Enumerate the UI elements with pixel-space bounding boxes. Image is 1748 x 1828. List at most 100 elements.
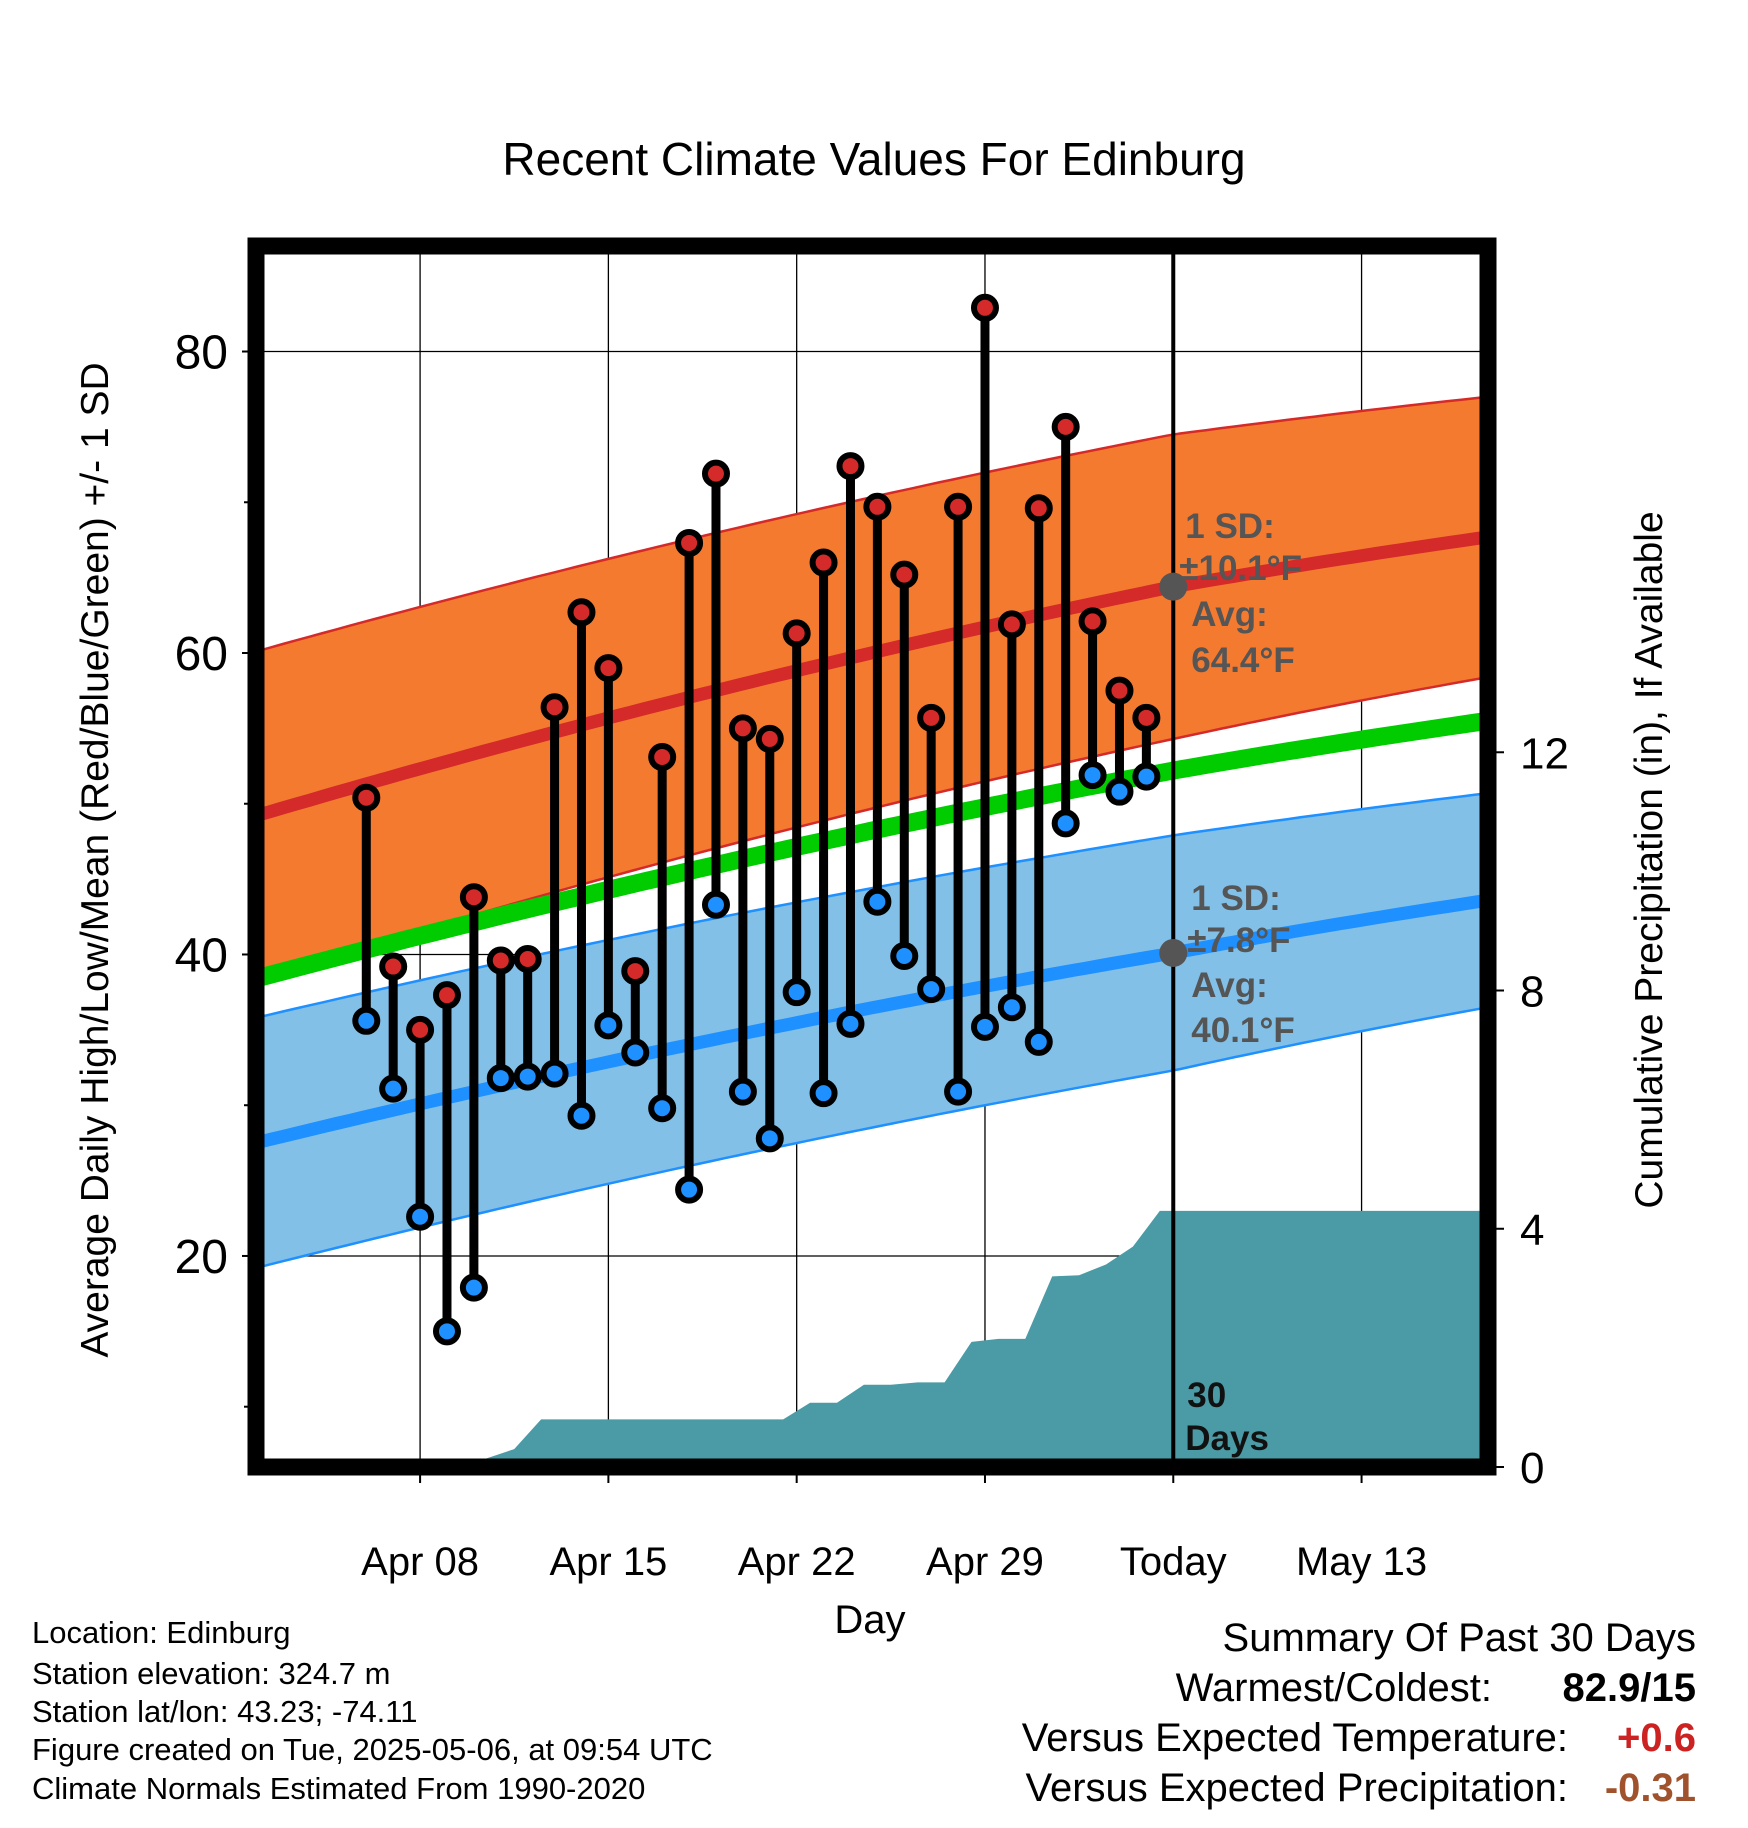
daily-low-point — [1024, 1027, 1053, 1056]
daily-high-point — [997, 610, 1026, 639]
daily-low-point — [701, 890, 730, 919]
daily-low-point — [1132, 762, 1161, 791]
daily-low-point — [944, 1077, 973, 1106]
footer-elevation: Station elevation: 324.7 m — [32, 1656, 391, 1691]
axes: 20 40 60 80 0 4 8 12 Apr 08 Apr 15 Apr 22 Apr 29 Tod… — [175, 327, 1569, 1584]
daily-high-point — [1105, 676, 1134, 705]
daily-high-point — [675, 528, 704, 557]
daily-high-point — [944, 492, 973, 521]
daily-high-point — [701, 459, 730, 488]
daily-low-point — [782, 978, 811, 1007]
daily-high-point — [352, 783, 381, 812]
low-upper-sd-line — [256, 791, 1488, 1020]
daily-low-point — [486, 1064, 515, 1093]
plot-frame — [247, 237, 1497, 1476]
daily-high-point — [755, 724, 784, 753]
daily-low-point — [1078, 761, 1107, 790]
y-tick-label: 60 — [175, 628, 228, 681]
daily-low-point — [728, 1077, 757, 1106]
summary-precip-value: -0.31 — [1604, 1766, 1696, 1810]
daily-high-point — [459, 883, 488, 912]
daily-high-point — [1051, 412, 1080, 441]
high-sd-annotation-label: 1 SD: — [1185, 507, 1274, 546]
daily-high-point — [836, 452, 865, 481]
summary-temp-value: +0.6 — [1617, 1716, 1696, 1760]
daily-low-point — [648, 1094, 677, 1123]
x-tick-label: May 13 — [1296, 1540, 1427, 1584]
daily-high-point — [379, 952, 408, 981]
y-axis-label: Average Daily High/Low/Mean (Red/Blue/Gr… — [74, 362, 117, 1357]
daily-high-point — [890, 560, 919, 589]
daily-low-point — [1051, 809, 1080, 838]
low-sd-annotation-value: ±7.8°F — [1187, 921, 1290, 960]
daily-high-point — [621, 957, 650, 986]
daily-high-point — [917, 703, 946, 732]
summary-temp-label: Versus Expected Temperature: — [1021, 1716, 1568, 1760]
low-sd-annotation-label: 1 SD: — [1191, 879, 1280, 918]
daily-low-point — [540, 1059, 569, 1088]
high-avg-annotation-value: 64.4°F — [1191, 641, 1295, 680]
daily-high-point — [432, 981, 461, 1010]
y-tick-label: 80 — [175, 327, 228, 380]
mean-normal-line — [256, 711, 1488, 988]
daily-low-point — [917, 975, 946, 1004]
daily-low-point — [755, 1124, 784, 1153]
daily-low-point — [621, 1038, 650, 1067]
daily-low-point — [809, 1079, 838, 1108]
high-sd-annotation-value: ±10.1°F — [1179, 549, 1302, 588]
summary-warmest-value: 82.9/15 — [1562, 1666, 1696, 1710]
daily-high-point — [863, 492, 892, 521]
daily-low-point — [567, 1101, 596, 1130]
y2-tick-label: 8 — [1520, 968, 1544, 1017]
daily-low-point — [997, 993, 1026, 1022]
x-axis-label: Day — [834, 1598, 905, 1642]
footer-normals: Climate Normals Estimated From 1990-2020 — [32, 1771, 646, 1806]
high-avg-annotation-label: Avg: — [1191, 595, 1267, 634]
days-annotation-number: 30 — [1187, 1376, 1226, 1415]
low-avg-annotation-label: Avg: — [1191, 966, 1267, 1005]
daily-low-point — [406, 1202, 435, 1231]
footer-latlon: Station lat/lon: 43.23; -74.11 — [32, 1694, 418, 1729]
daily-low-point — [432, 1317, 461, 1346]
y-tick-label: 40 — [175, 929, 228, 982]
x-tick-label: Apr 22 — [738, 1540, 856, 1584]
x-tick-label: Apr 29 — [926, 1540, 1044, 1584]
daily-high-point — [540, 693, 569, 722]
daily-high-point — [567, 598, 596, 627]
daily-low-point — [513, 1062, 542, 1091]
summary-title: Summary Of Past 30 Days — [1222, 1616, 1696, 1660]
daily-low-point — [890, 941, 919, 970]
y-tick-label: 20 — [175, 1231, 228, 1284]
daily-high-point — [970, 293, 999, 322]
low-normal-line — [256, 893, 1488, 1150]
precipitation-area — [256, 1210, 1488, 1467]
x-tick-label: Today — [1120, 1540, 1227, 1584]
daily-high-point — [648, 743, 677, 772]
daily-high-point — [513, 945, 542, 974]
x-tick-label: Apr 08 — [361, 1540, 479, 1584]
footer-location: Location: Edinburg — [32, 1615, 291, 1650]
daily-low-point — [1105, 777, 1134, 806]
y2-tick-label: 12 — [1520, 729, 1569, 778]
footer-created: Figure created on Tue, 2025-05-06, at 09… — [32, 1732, 713, 1767]
daily-high-point — [809, 548, 838, 577]
daily-high-point — [486, 946, 515, 975]
daily-high-point — [1132, 703, 1161, 732]
daily-low-point — [379, 1074, 408, 1103]
y2-tick-label: 0 — [1520, 1444, 1544, 1493]
daily-low-point — [459, 1273, 488, 1302]
high-normal-line — [256, 530, 1488, 823]
x-tick-label: Apr 15 — [549, 1540, 667, 1584]
daily-low-point — [594, 1011, 623, 1040]
daily-high-point — [1024, 494, 1053, 523]
low-avg-annotation-value: 40.1°F — [1191, 1011, 1295, 1050]
today-high-normal-marker — [1159, 572, 1188, 601]
summary-warmest-label: Warmest/Coldest: — [1175, 1666, 1492, 1710]
y2-axis-label: Cumulative Precipitation (in), If Availa… — [1628, 511, 1671, 1208]
today-low-normal-marker — [1159, 938, 1188, 967]
y2-tick-label: 4 — [1520, 1206, 1544, 1255]
daily-low-point — [863, 887, 892, 916]
low-lower-sd-line — [256, 1005, 1488, 1270]
